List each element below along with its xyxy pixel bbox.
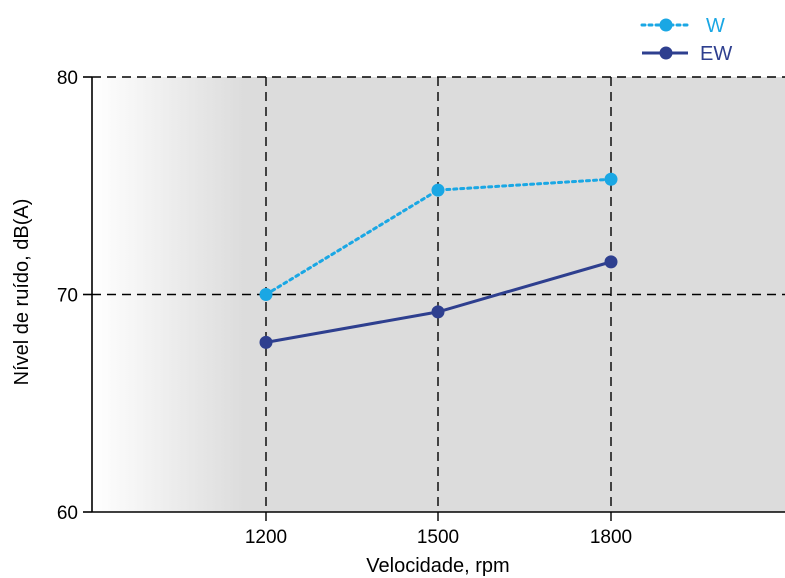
x-axis-label: Velocidade, rpm (366, 555, 509, 577)
series-layer (259, 172, 618, 349)
series-line-w (264, 177, 613, 296)
data-point-ew-1800 (604, 255, 618, 269)
y-tick-label-70: 70 (57, 286, 78, 307)
data-point-w-1200 (259, 288, 273, 301)
legend-label-w: W (706, 15, 725, 37)
data-point-w-1500 (431, 183, 445, 197)
legend: W EW (640, 15, 732, 65)
data-point-ew-1200 (259, 335, 273, 349)
x-tick-label-1500: 1500 (417, 527, 459, 548)
x-tick-label-1800: 1800 (590, 527, 632, 548)
axes (83, 76, 785, 513)
data-point-ew-1500 (431, 305, 445, 319)
legend-marker-ew (659, 46, 673, 60)
y-tick-label-60: 60 (57, 503, 78, 524)
x-tick-label-1200: 1200 (245, 527, 287, 548)
legend-marker-w (659, 18, 673, 32)
data-point-w-1800 (604, 172, 618, 186)
y-axis-label: Nível de ruído, dB(A) (11, 199, 33, 386)
legend-label-ew: EW (700, 43, 732, 65)
y-tick-label-80: 80 (57, 68, 78, 89)
gridlines (92, 76, 785, 521)
tick-labels: 60 70 80 1200 1500 1800 (57, 68, 632, 548)
